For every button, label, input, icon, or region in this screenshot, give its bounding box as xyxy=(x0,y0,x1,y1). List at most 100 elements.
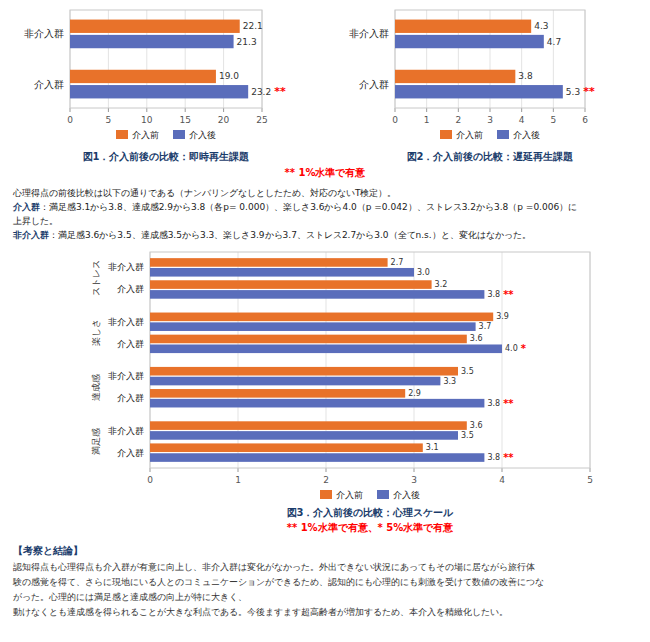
tick-label: 5 xyxy=(550,115,556,125)
tick-label: 5 xyxy=(587,475,593,485)
bar xyxy=(150,443,423,452)
data-labels: 4.33.84.75.3 xyxy=(518,21,580,96)
notes: ** 1%水準で有意心理得点の前後比較は以下の通りである（ナンバリングなしとした… xyxy=(12,167,577,617)
data-label: 3.7 xyxy=(479,322,492,331)
tick-label: 2 xyxy=(323,475,329,485)
legend-label: 介入前 xyxy=(336,490,363,500)
tick-mark xyxy=(502,468,503,472)
plot-area xyxy=(150,252,590,468)
data-label: 22.1 xyxy=(243,21,263,31)
annotations: ******* xyxy=(503,289,527,463)
legend-label: 介入前 xyxy=(456,130,483,140)
chart-title: 図3．介入前後の比較：心理スケール xyxy=(287,507,455,518)
significance-note: ** 1%水準で有意 xyxy=(285,167,367,178)
text-line: 心理得点の前後比較は以下の通りである（ナンバリングなしとしたため、対応のないT検… xyxy=(12,188,397,198)
tick-mark xyxy=(108,108,109,112)
tick-mark xyxy=(262,108,263,112)
significance-mark: ** xyxy=(274,85,286,98)
tick-mark xyxy=(395,108,396,112)
data-label: 3.8 xyxy=(518,71,533,81)
bar xyxy=(150,280,432,289)
tick-mark xyxy=(146,108,147,112)
y-axis: 非介入群介入群 xyxy=(349,28,389,89)
bar xyxy=(150,399,484,408)
tick-label: 10 xyxy=(141,115,153,125)
category-label: 非介入群 xyxy=(108,317,144,327)
tick-mark xyxy=(490,108,491,112)
tick-label: 15 xyxy=(179,115,190,125)
category-label: 非介入群 xyxy=(108,371,144,381)
data-labels: 22.119.021.323.2 xyxy=(219,21,271,96)
chart: 051015202522.119.021.323.2非介入群介入群**介入前介入… xyxy=(24,10,286,140)
significance-mark: ** xyxy=(503,398,514,409)
bar xyxy=(395,70,515,83)
bar xyxy=(70,70,216,83)
bars xyxy=(70,20,248,99)
data-label: 3.0 xyxy=(417,268,430,277)
significance-mark: ** xyxy=(583,85,595,98)
tick-mark xyxy=(185,108,186,112)
data-label: 3.3 xyxy=(443,377,456,386)
data-label: 2.9 xyxy=(408,389,421,398)
category-label: 非介入群 xyxy=(108,262,144,272)
chart: 01234564.33.84.75.3非介入群介入群**介入前介入後 xyxy=(349,10,595,140)
category-label: 非介入群 xyxy=(24,28,64,39)
bar xyxy=(150,389,405,398)
x-axis: 0510152025 xyxy=(67,10,268,125)
bar xyxy=(395,85,563,98)
tick-label: 5 xyxy=(106,115,112,125)
text-body: ：満足感3.6から3.5、達成感3.5から3.3、楽しさ3.9から3.7、ストレ… xyxy=(49,230,531,240)
data-label: 3.8 xyxy=(487,399,500,408)
legend: 介入前介入後 xyxy=(116,130,216,140)
data-label: 5.3 xyxy=(566,87,580,97)
group-label: 達成感 xyxy=(91,374,101,401)
category-label: 介入群 xyxy=(117,339,144,349)
grid-line xyxy=(502,252,503,468)
tick-label: 20 xyxy=(218,115,230,125)
plot-frame xyxy=(150,252,590,468)
data-label: 3.2 xyxy=(435,280,448,289)
tick-label: 3 xyxy=(411,475,417,485)
tick-mark xyxy=(458,108,459,112)
text-line: 上昇した。 xyxy=(13,216,58,226)
conclusion-line: がった。心理的には満足感と達成感の向上が特に大きく、 xyxy=(13,592,247,602)
conclusion-line: 認知得点も心理得点も介入群が有意に向上し、非介入群は変化がなかった。外出できない… xyxy=(13,562,535,572)
data-label: 3.8 xyxy=(487,290,500,299)
bar xyxy=(150,290,484,299)
bar xyxy=(150,377,440,386)
plot-area xyxy=(395,10,585,108)
tick-mark xyxy=(590,468,591,472)
legend-swatch xyxy=(320,490,332,499)
bar xyxy=(150,268,414,277)
data-label: 3.9 xyxy=(496,312,509,321)
bar xyxy=(150,421,467,430)
text-body: 上昇した。 xyxy=(13,216,58,226)
legend: 介入前介入後 xyxy=(440,130,540,140)
bar xyxy=(395,20,531,33)
chart: 0123452.73.23.93.63.52.93.63.13.03.83.74… xyxy=(91,252,593,500)
bar xyxy=(70,35,234,48)
data-label: 3.5 xyxy=(461,367,474,376)
x-axis: 012345 xyxy=(147,252,593,485)
bar xyxy=(150,367,458,376)
category-label: 非介入群 xyxy=(349,28,389,39)
bar xyxy=(70,85,248,98)
text-line: 非介入群：満足感3.6から3.5、達成感3.5から3.3、楽しさ3.9から3.7… xyxy=(12,230,531,240)
data-label: 21.3 xyxy=(237,37,257,47)
legend-label: 介入前 xyxy=(132,130,159,140)
bar xyxy=(395,35,544,48)
tick-label: 25 xyxy=(256,115,267,125)
y-axis: 非介入群介入群 xyxy=(24,28,64,89)
text-body: 心理得点の前後比較は以下の通りである（ナンバリングなしとしたため、対応のないT検… xyxy=(12,188,397,198)
plot-area xyxy=(70,10,262,108)
tick-mark xyxy=(585,108,586,112)
data-label: 23.2 xyxy=(251,87,271,97)
text-line: 介入群：満足感3.1から3.8、達成感2.9から3.8（各p= 0.000）、楽… xyxy=(12,202,577,212)
category-label: 介入群 xyxy=(359,79,389,90)
legend-swatch xyxy=(173,130,185,139)
data-label: 3.1 xyxy=(426,443,439,452)
tick-label: 0 xyxy=(147,475,153,485)
annotations: ** xyxy=(583,85,595,98)
significance-mark: ** xyxy=(503,452,514,463)
plot-frame xyxy=(70,10,262,108)
